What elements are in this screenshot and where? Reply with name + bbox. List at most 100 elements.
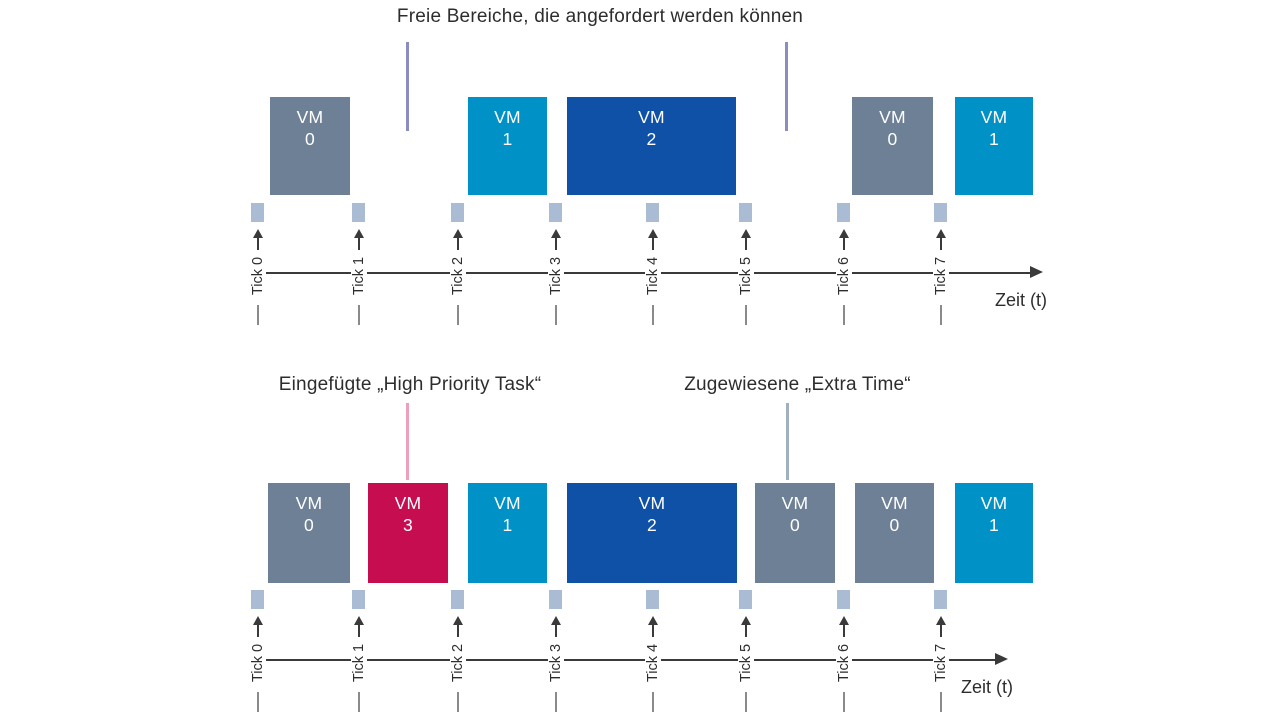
tick-marker: Tick 5 bbox=[738, 203, 754, 329]
tick-square bbox=[739, 203, 752, 222]
vm-block: VM 0 bbox=[855, 483, 934, 583]
tick-dash bbox=[843, 692, 845, 712]
vm-block-id: 0 bbox=[889, 515, 900, 535]
tick-up-arrow-stem bbox=[457, 623, 459, 637]
vm-block: VM 0 bbox=[852, 97, 933, 195]
vm-block: VM 0 bbox=[270, 97, 350, 195]
vm-block: VM 0 bbox=[755, 483, 835, 583]
tick-up-arrow-icon bbox=[253, 229, 263, 238]
tick-dash bbox=[457, 305, 459, 325]
tick-up-arrow-stem bbox=[257, 623, 259, 637]
tick-label: Tick 4 bbox=[645, 637, 661, 689]
tick-marker: Tick 2 bbox=[450, 590, 466, 716]
top-timeline-title: Freie Bereiche, die angefordert werden k… bbox=[396, 6, 804, 27]
tick-up-arrow-icon bbox=[648, 229, 658, 238]
tick-label: Tick 7 bbox=[933, 250, 949, 302]
tick-label: Tick 6 bbox=[836, 637, 852, 689]
tick-dash bbox=[257, 692, 259, 712]
tick-marker: Tick 7 bbox=[933, 203, 949, 329]
tick-up-arrow-stem bbox=[257, 236, 259, 250]
vm-block-name: VM bbox=[980, 107, 1008, 127]
vm-block-name: VM bbox=[295, 493, 323, 513]
tick-label: Tick 7 bbox=[933, 637, 949, 689]
high-priority-marker-line bbox=[406, 403, 409, 480]
tick-up-arrow-icon bbox=[453, 616, 463, 625]
tick-marker: Tick 7 bbox=[933, 590, 949, 716]
tick-dash bbox=[843, 305, 845, 325]
tick-label: Tick 6 bbox=[836, 250, 852, 302]
tick-marker: Tick 4 bbox=[645, 590, 661, 716]
tick-up-arrow-icon bbox=[741, 229, 751, 238]
tick-dash bbox=[940, 692, 942, 712]
tick-label: Tick 0 bbox=[250, 250, 266, 302]
tick-label: Tick 3 bbox=[548, 250, 564, 302]
tick-marker: Tick 1 bbox=[351, 203, 367, 329]
tick-up-arrow-stem bbox=[745, 623, 747, 637]
tick-square bbox=[352, 590, 365, 609]
tick-dash bbox=[940, 305, 942, 325]
tick-up-arrow-icon bbox=[253, 616, 263, 625]
tick-up-arrow-stem bbox=[652, 623, 654, 637]
tick-square bbox=[251, 590, 264, 609]
vm-block: VM 2 bbox=[567, 483, 737, 583]
tick-dash bbox=[358, 692, 360, 712]
tick-up-arrow-stem bbox=[652, 236, 654, 250]
tick-up-arrow-icon bbox=[551, 229, 561, 238]
tick-marker: Tick 3 bbox=[548, 203, 564, 329]
vm-block-name: VM bbox=[881, 493, 908, 513]
vm-block-name: VM bbox=[980, 493, 1008, 513]
vm-block-id: 0 bbox=[304, 129, 316, 149]
tick-label: Tick 1 bbox=[351, 250, 367, 302]
tick-up-arrow-stem bbox=[555, 236, 557, 250]
tick-label: Tick 4 bbox=[645, 250, 661, 302]
vm-block-name: VM bbox=[494, 107, 521, 127]
vm-block: VM 0 bbox=[268, 483, 350, 583]
vm-block-id: 0 bbox=[303, 515, 315, 535]
tick-up-arrow-stem bbox=[940, 236, 942, 250]
free-area-marker-line bbox=[406, 42, 409, 131]
vm-block-name: VM bbox=[394, 493, 422, 513]
vm-block-id: 1 bbox=[988, 129, 1000, 149]
tick-up-arrow-stem bbox=[555, 623, 557, 637]
tick-square bbox=[352, 203, 365, 222]
tick-up-arrow-stem bbox=[940, 623, 942, 637]
vm-block-id: 0 bbox=[789, 515, 801, 535]
vm-block: VM 1 bbox=[468, 97, 547, 195]
vm-block-name: VM bbox=[296, 107, 324, 127]
tick-up-arrow-stem bbox=[457, 236, 459, 250]
tick-square bbox=[739, 590, 752, 609]
tick-label: Tick 2 bbox=[450, 637, 466, 689]
time-axis-arrow-icon bbox=[1030, 266, 1043, 278]
time-axis-label: Zeit (t) bbox=[995, 290, 1047, 310]
vm-block: VM 1 bbox=[468, 483, 547, 583]
time-axis-arrow-icon bbox=[995, 653, 1008, 665]
tick-dash bbox=[257, 305, 259, 325]
vm-block-name: VM bbox=[781, 493, 809, 513]
tick-square bbox=[837, 203, 850, 222]
tick-marker: Tick 4 bbox=[645, 203, 661, 329]
tick-up-arrow-icon bbox=[741, 616, 751, 625]
tick-square bbox=[934, 203, 947, 222]
tick-square bbox=[451, 203, 464, 222]
tick-up-arrow-icon bbox=[354, 229, 364, 238]
vm-block-name: VM bbox=[494, 493, 521, 513]
tick-label: Tick 2 bbox=[450, 250, 466, 302]
extra-time-marker-line bbox=[786, 403, 789, 480]
vm-block: VM 3 bbox=[368, 483, 448, 583]
tick-up-arrow-icon bbox=[839, 229, 849, 238]
time-axis bbox=[262, 659, 995, 661]
tick-up-arrow-icon bbox=[354, 616, 364, 625]
tick-label: Tick 5 bbox=[738, 637, 754, 689]
tick-up-arrow-stem bbox=[358, 623, 360, 637]
tick-dash bbox=[555, 305, 557, 325]
vm-block-name: VM bbox=[638, 493, 666, 513]
vm-block-id: 3 bbox=[402, 515, 414, 535]
tick-square bbox=[549, 203, 562, 222]
tick-up-arrow-icon bbox=[936, 616, 946, 625]
extra-time-label: Zugewiesene „Extra Time“ bbox=[684, 374, 911, 395]
tick-up-arrow-icon bbox=[648, 616, 658, 625]
time-axis-label: Zeit (t) bbox=[961, 677, 1013, 697]
tick-marker: Tick 6 bbox=[836, 590, 852, 716]
tick-dash bbox=[555, 692, 557, 712]
